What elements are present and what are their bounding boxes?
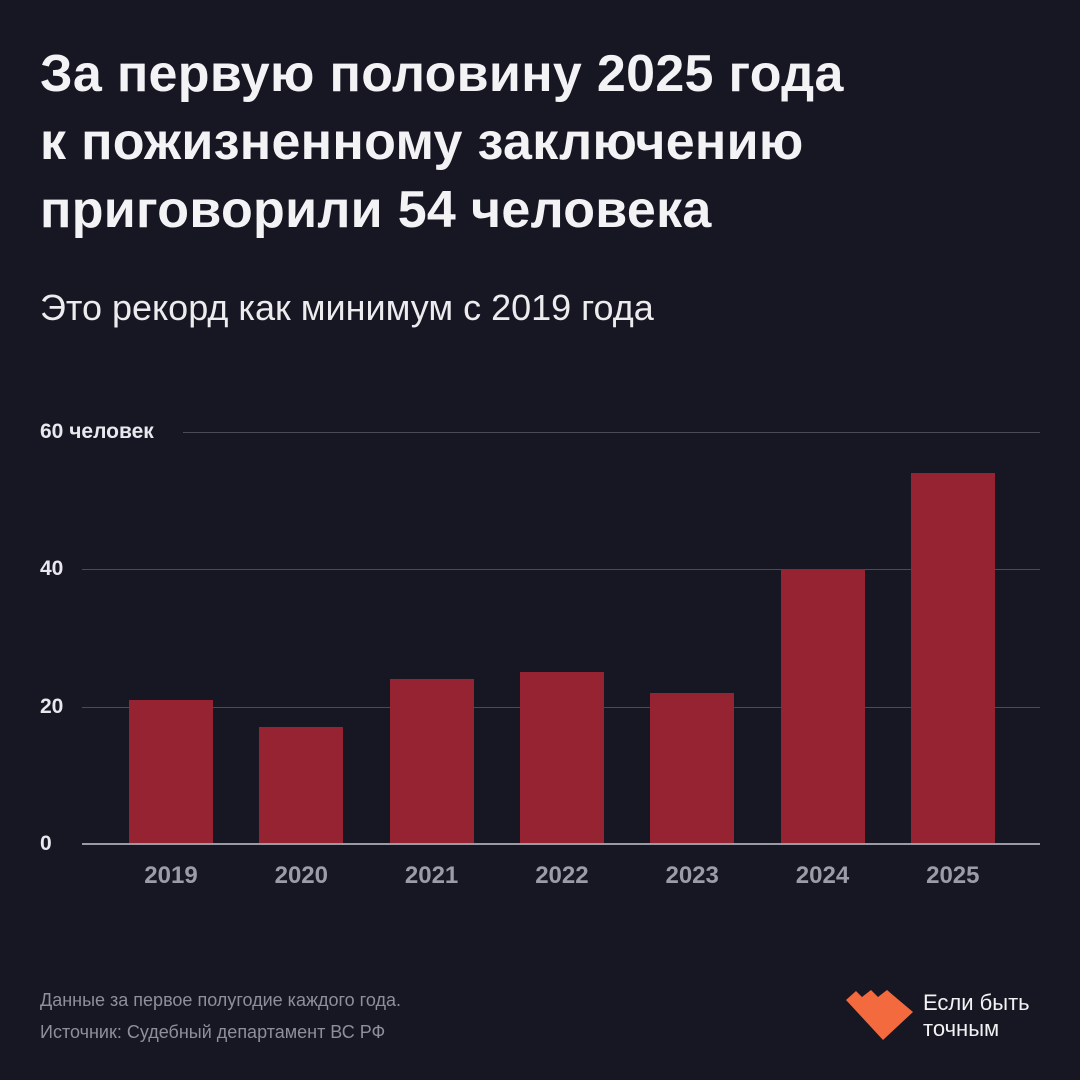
title-line-2: к пожизненному заключению [40,113,804,171]
title-line-1: За первую половину 2025 года [40,45,844,103]
brand-line-1: Если быть [923,990,1030,1015]
bar-2025 [910,473,995,844]
bar-2022 [519,672,604,844]
x-tick-2023: 2023 [665,862,719,889]
title-line-3: приговорили 54 человека [40,181,712,239]
bar-2019 [129,699,213,844]
footnote: Данные за первое полугодие каждого года. [40,990,401,1010]
source-note: Источник: Судебный департамент ВС РФ [40,1022,386,1042]
heart-logo-icon [846,990,913,1040]
y-tick-0: 0 [40,832,52,855]
bar-2024 [780,569,865,844]
x-tick-2025: 2025 [926,862,980,889]
x-axis-baseline [82,843,1040,845]
brand-logo-text: Если быть точным [923,990,1030,1042]
y-tick-40: 40 [40,557,64,580]
x-tick-2019: 2019 [144,862,198,889]
x-tick-2024: 2024 [795,862,850,889]
x-tick-2020: 2020 [274,862,328,889]
y-tick-20: 20 [40,695,64,718]
bar-2021 [389,679,474,844]
bar-2023 [650,692,735,844]
subtitle: Это рекорд как минимум с 2019 года [40,287,654,328]
y-tick-60: 60 человек [40,420,154,443]
gridline-40 [82,569,1040,570]
brand-line-2: точным [923,1016,1000,1041]
page-title: За первую половину 2025 года к пожизненн… [40,40,1040,244]
gridline-60 [183,432,1040,433]
x-tick-2022: 2022 [535,862,589,889]
x-tick-2021: 2021 [404,862,459,889]
bar-2020 [259,727,344,844]
